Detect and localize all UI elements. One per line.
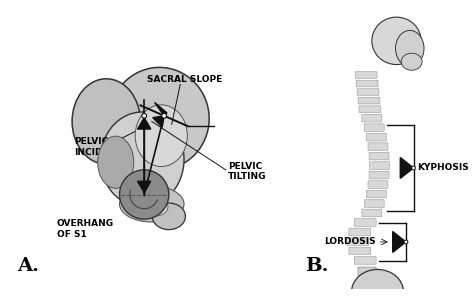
Polygon shape [392, 231, 406, 252]
FancyBboxPatch shape [349, 247, 371, 255]
Circle shape [142, 113, 146, 118]
Ellipse shape [139, 197, 168, 216]
Text: OVERHANG
OF S1: OVERHANG OF S1 [57, 219, 114, 238]
Text: PELVIC
TILTING: PELVIC TILTING [228, 162, 266, 181]
Ellipse shape [401, 53, 422, 70]
FancyBboxPatch shape [346, 238, 368, 245]
Polygon shape [400, 157, 414, 178]
Text: PELVIC
INCIDENCE: PELVIC INCIDENCE [74, 138, 129, 157]
Text: SACRAL SLOPE: SACRAL SLOPE [147, 75, 223, 83]
Text: LORDOSIS: LORDOSIS [324, 237, 375, 247]
Ellipse shape [119, 186, 184, 222]
Circle shape [412, 166, 416, 170]
Ellipse shape [135, 105, 187, 167]
FancyBboxPatch shape [359, 106, 381, 113]
Ellipse shape [372, 17, 421, 64]
Polygon shape [137, 181, 151, 193]
Circle shape [404, 240, 408, 244]
FancyBboxPatch shape [349, 228, 371, 236]
Ellipse shape [109, 67, 209, 170]
FancyBboxPatch shape [355, 72, 377, 78]
FancyBboxPatch shape [369, 171, 389, 179]
FancyBboxPatch shape [368, 143, 388, 150]
Text: A.: A. [17, 257, 39, 275]
FancyBboxPatch shape [362, 209, 382, 217]
Ellipse shape [395, 30, 424, 67]
Circle shape [162, 113, 166, 118]
Ellipse shape [98, 136, 134, 188]
FancyBboxPatch shape [358, 267, 376, 279]
Circle shape [119, 170, 169, 219]
Ellipse shape [364, 292, 400, 297]
FancyBboxPatch shape [368, 181, 388, 188]
FancyBboxPatch shape [358, 97, 380, 104]
Polygon shape [153, 116, 164, 127]
FancyBboxPatch shape [362, 114, 382, 122]
Polygon shape [155, 102, 167, 116]
FancyBboxPatch shape [366, 133, 386, 141]
FancyBboxPatch shape [369, 162, 389, 169]
Ellipse shape [351, 269, 403, 297]
FancyBboxPatch shape [354, 219, 376, 226]
FancyBboxPatch shape [354, 257, 376, 264]
FancyBboxPatch shape [366, 190, 386, 198]
FancyBboxPatch shape [364, 200, 384, 207]
Text: KYPHOSIS: KYPHOSIS [418, 163, 469, 173]
Text: B.: B. [305, 257, 329, 275]
Ellipse shape [152, 203, 185, 230]
Polygon shape [137, 118, 151, 129]
Ellipse shape [100, 112, 184, 207]
FancyBboxPatch shape [356, 80, 378, 87]
FancyBboxPatch shape [357, 89, 379, 95]
Ellipse shape [72, 79, 140, 164]
FancyBboxPatch shape [369, 152, 389, 160]
FancyBboxPatch shape [364, 124, 384, 132]
